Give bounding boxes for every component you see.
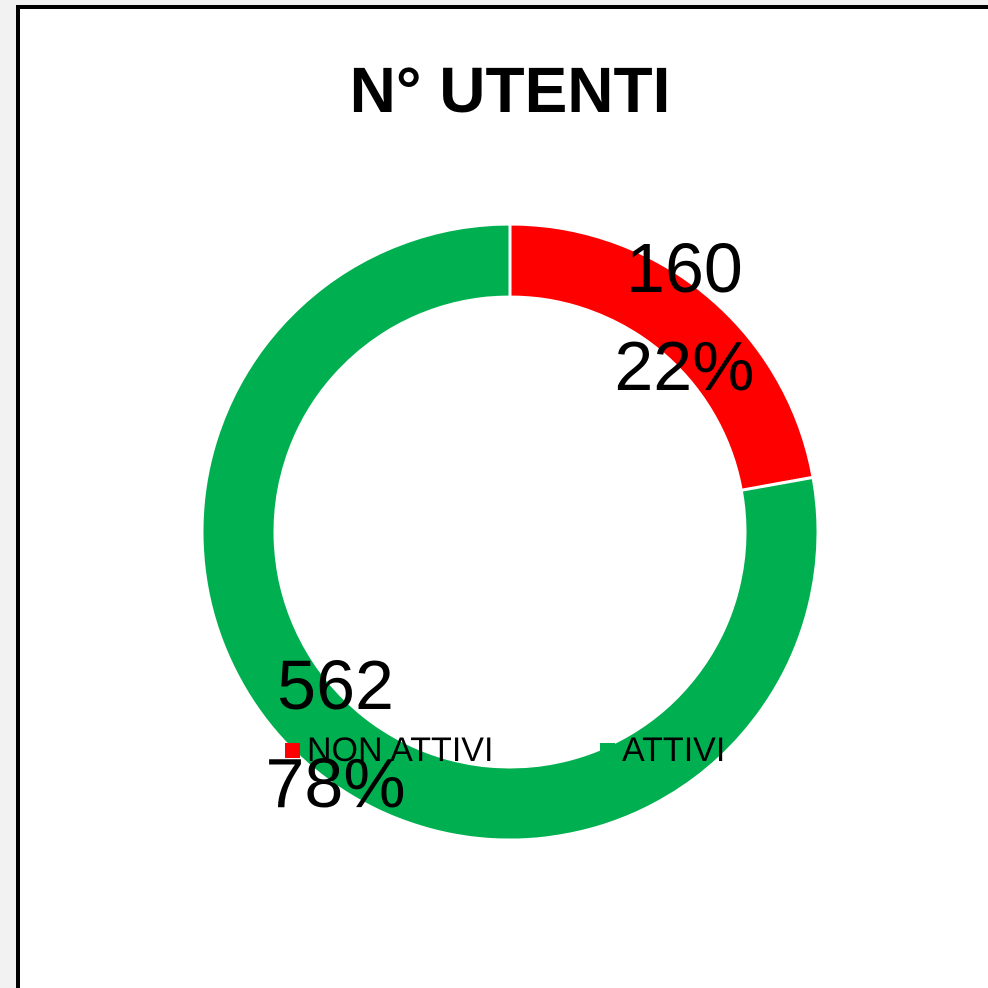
legend-swatch (285, 743, 300, 758)
donut-segment (200, 222, 820, 842)
chart-title: N° UTENTI (350, 54, 671, 126)
legend-label: NON ATTIVI (307, 731, 493, 769)
data-label-value: 160 (626, 229, 743, 307)
data-label-percent: 22% (614, 327, 754, 405)
data-label-value: 562 (277, 646, 394, 724)
legend-swatch (600, 743, 615, 758)
legend-label: ATTIVI (622, 731, 725, 769)
